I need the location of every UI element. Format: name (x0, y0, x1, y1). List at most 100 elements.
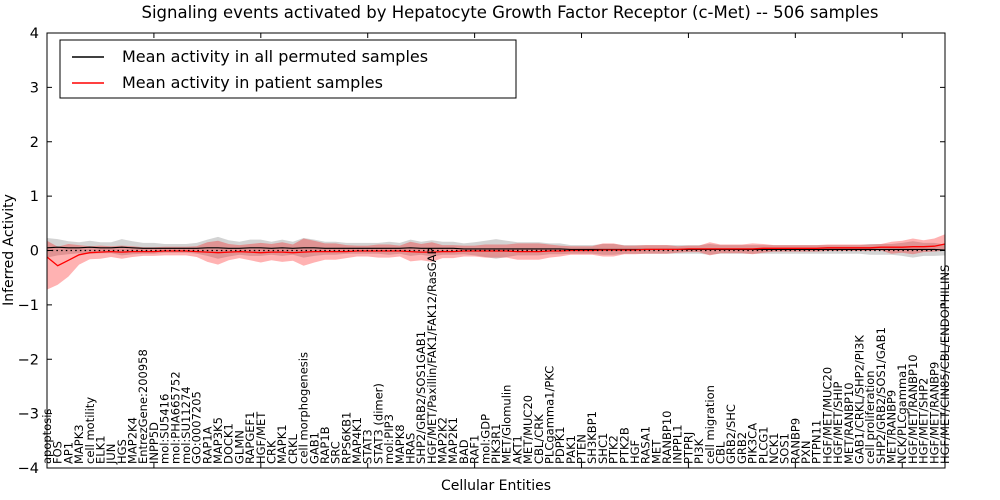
x-tick-label: NCK1 (767, 433, 781, 465)
x-tick-label: MET/MUC20 (521, 395, 535, 464)
x-tick-label: MET/Glomulin (500, 385, 514, 464)
x-tick-label: RANBP10 (660, 411, 674, 464)
x-tick-label: mol:PHA665752 (168, 371, 182, 464)
x-tick-label: SOS1 (778, 433, 792, 464)
x-tick-label: GRB2 (735, 432, 749, 464)
x-tick-label: cell migration (703, 385, 717, 464)
x-tick-label: mol:SU11274 (179, 386, 193, 464)
x-tick-label: PIK3CA (746, 423, 760, 464)
x-tick-label: RPS6KB1 (339, 412, 353, 464)
legend-label-patient: Mean activity in patient samples (122, 73, 383, 92)
x-tick-label: mol:GDP (478, 414, 492, 464)
x-tick-label: CBL (714, 441, 728, 464)
x-tick-label: MAP4K1 (350, 417, 364, 464)
x-tick-label: HGF/MET/RANBP10 (906, 354, 920, 464)
y-tick-label: 0 (30, 244, 39, 260)
x-tick-label: SH3KBP1 (585, 411, 599, 464)
x-tick-label: PAK1 (564, 435, 578, 464)
x-tick-label: cell morphogenesis (297, 352, 311, 464)
x-tick-label: HGF/MET/SHIP (831, 382, 845, 464)
x-tick-label: PTEN (575, 434, 589, 464)
x-tick-label: HRAS (404, 433, 418, 464)
plot-border (46, 32, 946, 469)
x-tick-label: RAP1A (200, 426, 214, 464)
x-tick-label: SHP2/GRB2/SOS1/GAB1 (874, 327, 888, 464)
x-tick-label: HGF/MET/Paxillin/FAK1/FAK12/RasGAP (425, 247, 439, 464)
x-tick-label: GLMN (232, 430, 246, 464)
y-tick-label: 4 (30, 26, 39, 42)
y-tick-label: −3 (18, 407, 39, 423)
x-tick-label: AKT1 (510, 435, 524, 464)
x-tick-label: PDPK1 (553, 426, 567, 464)
y-tick-label: −4 (18, 461, 39, 477)
x-tick-label: SHP2/GRB2/SOS1GAB1 (414, 331, 428, 464)
legend: Mean activity in all permuted samples Me… (59, 39, 517, 99)
x-tick-label: MAP2K1 (446, 417, 460, 464)
x-tick-label: MET/RANBP10 (842, 382, 856, 464)
x-tick-label: JUN (104, 444, 118, 465)
x-tick-label: GAB1 (307, 432, 321, 464)
x-tick-label: PXN (799, 441, 813, 464)
chart-title: Signaling events activated by Hepatocyte… (142, 3, 879, 22)
x-tick-label: MAP2K2 (436, 417, 450, 464)
x-tick-label: DOCK1 (222, 423, 236, 464)
x-tick-label: PLCgamma1/PKC (543, 366, 557, 464)
x-tick-label: CRK (265, 440, 279, 464)
x-tick-label: INPPL1 (671, 424, 685, 464)
x-tick-label: MAP3K5 (211, 417, 225, 464)
x-tick-label: MAP2K4 (126, 417, 140, 464)
x-tick-label: MAPK3 (72, 424, 86, 464)
x-tick-label: MAPK8 (393, 424, 407, 464)
legend-label-permuted: Mean activity in all permuted samples (122, 47, 428, 66)
x-tick-label: SHC1 (596, 433, 610, 464)
x-tick-label: HGF/MET/SHP2 (917, 378, 931, 464)
x-tick-label: RAF1 (468, 435, 482, 464)
x-tick-label: MET/RANBP9 (885, 390, 899, 464)
x-tick-label: mol:PIP3 (382, 414, 396, 464)
y-tick-label: 3 (30, 80, 39, 96)
x-tick-label: HGF/MET/MUC20 (820, 367, 834, 464)
x-tick-label: CRKL (286, 433, 300, 464)
x-tick-label: PTK2 (607, 435, 621, 464)
x-tick-label: ELK1 (94, 435, 108, 464)
permuted-mean-line (46, 246, 946, 251)
x-tick-label: PLCG1 (756, 426, 770, 464)
x-tick-label: MET (649, 439, 663, 464)
y-tick-label: 2 (30, 135, 39, 151)
x-tick-label: FOS (51, 441, 65, 464)
x-tick-label: AP1 (61, 442, 75, 464)
x-tick-label: PIK3R1 (489, 424, 503, 465)
x-tick-label: PTPN11 (810, 420, 824, 464)
y-axis-label: Inferred Activity (1, 194, 17, 306)
x-tick-label: PTPRJ (681, 432, 695, 464)
x-tick-label: RAP1B (318, 426, 332, 464)
x-tick-label: PTK2B (617, 427, 631, 464)
x-tick-label: STAT3 (dimer) (371, 383, 385, 464)
x-tick-label: GRB2/SHC (724, 404, 738, 464)
y-tick-label: −1 (18, 298, 39, 314)
x-tick-label: cell motility (83, 397, 97, 464)
x-tick-label: STAT3 (361, 429, 375, 464)
x-tick-label: GO:0007205 (190, 391, 204, 464)
x-tick-label: INPP5D (147, 422, 161, 464)
x-tick-label: EntrezGene:200958 (136, 349, 150, 464)
x-tick-label: CBL/CRK (532, 414, 546, 464)
legend-box (59, 39, 517, 99)
x-tick-label: BAD (457, 439, 471, 464)
x-tick-label: HGF (628, 440, 642, 464)
x-tick-label: PI3K (692, 438, 706, 464)
x-tick-label: SRC (329, 441, 343, 464)
permuted-band (47, 236, 945, 259)
x-tick-label: cell proliferation (863, 370, 877, 464)
x-tick-label: HGF/MET (254, 411, 268, 464)
x-tick-label: HGS (115, 439, 129, 464)
x-tick-label: NCK/PLCgamma1 (895, 363, 909, 464)
x-axis-label: Cellular Entities (441, 478, 551, 494)
x-tick-label: GAB1/CRKL/SHP2/PI3K (853, 335, 867, 464)
x-tick-label: HGF/MET/RANBP9 (927, 362, 941, 464)
x-tick-label: RAPGEF1 (243, 412, 257, 464)
x-tick-label: RASA1 (639, 426, 653, 464)
